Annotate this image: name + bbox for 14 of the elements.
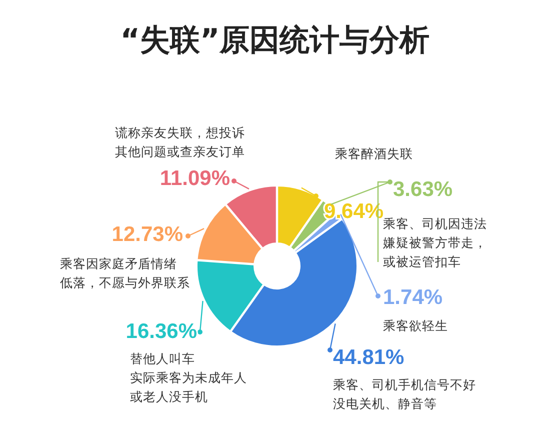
slice-label: 乘客因家庭矛盾情绪低落，不愿与外界联系 [60, 256, 190, 290]
slice-label: 乘客欲轻生 [383, 318, 448, 333]
data-label: 16.36% [126, 320, 198, 343]
chart-title: “失联”原因统计与分析 [120, 23, 430, 58]
slice-label: 乘客、司机手机信号不好没电关机、静音等 [333, 377, 476, 411]
slice-label: 谎称亲友失联，想投诉其他问题或查亲友订单 [115, 125, 245, 159]
slice-label: 乘客、司机因违法嫌疑被警方带走，或被运管扣车 [383, 216, 487, 269]
data-label: 12.73% [112, 223, 184, 246]
slice-label: 替他人叫车实际乘客为未成年人或老人没手机 [130, 351, 247, 404]
data-label: 3.63% [393, 178, 453, 201]
data-label: 11.09% [160, 167, 230, 190]
slice-label: 乘客醉酒失联 [335, 146, 413, 161]
data-label: 1.74% [383, 286, 443, 309]
data-label: 44.81% [333, 346, 405, 369]
